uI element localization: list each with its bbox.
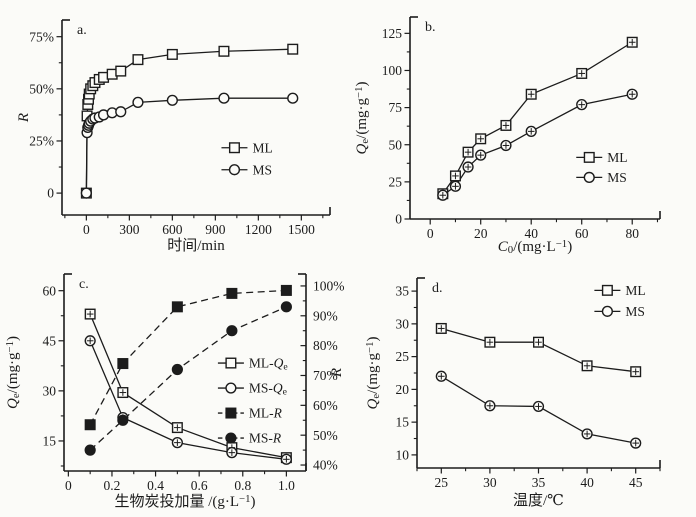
panel-d-chart: 25 30 35 40 45 10 15 20 25 30 35 ML MS d. 温度/℃ Qe/(mg·g… — [364, 277, 661, 509]
svg-text:30: 30 — [396, 316, 410, 331]
svg-text:40: 40 — [524, 226, 538, 241]
svg-text:25%: 25% — [29, 134, 54, 149]
svg-text:时间/min: 时间/min — [167, 237, 225, 254]
svg-text:R: R — [329, 368, 345, 378]
svg-text:0.6: 0.6 — [191, 478, 208, 493]
panel-c-chart: 0 0.2 0.4 0.6 0.8 1.0 15 30 45 60 40% 50% 60% 70% 80% 9… — [4, 273, 345, 510]
svg-text:ML: ML — [252, 140, 272, 155]
svg-text:75%: 75% — [29, 29, 54, 44]
svg-text:ML-R: ML-R — [249, 406, 283, 421]
svg-text:0: 0 — [65, 478, 72, 493]
svg-text:50: 50 — [389, 137, 403, 152]
svg-text:MS: MS — [607, 170, 627, 185]
svg-text:125: 125 — [382, 26, 403, 41]
svg-text:100: 100 — [382, 63, 403, 78]
svg-text:ML-Qe: ML-Qe — [249, 356, 288, 373]
svg-text:20: 20 — [396, 382, 410, 397]
svg-text:80%: 80% — [313, 338, 338, 353]
panel-b-chart: 0 20 40 60 80 0 25 50 75 100 125 ML MS b. C0/(mg·L−1) Q… — [353, 16, 661, 256]
svg-text:75: 75 — [389, 100, 403, 115]
svg-text:0: 0 — [83, 222, 90, 237]
svg-text:50%: 50% — [313, 428, 338, 443]
svg-text:1.0: 1.0 — [278, 478, 295, 493]
svg-text:MS: MS — [252, 162, 272, 177]
svg-text:25: 25 — [396, 349, 410, 364]
svg-text:45: 45 — [629, 475, 643, 490]
svg-text:600: 600 — [162, 222, 183, 237]
svg-text:Qe/(mg·g−1): Qe/(mg·g−1) — [353, 82, 371, 155]
svg-text:30: 30 — [43, 383, 57, 398]
svg-text:ML: ML — [625, 283, 645, 298]
svg-text:35: 35 — [532, 475, 546, 490]
svg-text:40: 40 — [580, 475, 594, 490]
svg-text:15: 15 — [43, 434, 57, 449]
svg-text:MS-Qe: MS-Qe — [249, 381, 287, 398]
svg-text:b.: b. — [425, 20, 436, 35]
svg-text:生物炭投加量 /(g·L−1): 生物炭投加量 /(g·L−1) — [114, 493, 255, 510]
svg-text:50%: 50% — [29, 81, 54, 96]
svg-text:C0/(mg·L−1): C0/(mg·L−1) — [498, 238, 572, 256]
svg-text:MS: MS — [625, 304, 645, 319]
svg-text:c.: c. — [79, 277, 89, 292]
svg-text:R: R — [16, 113, 32, 123]
svg-text:0.2: 0.2 — [104, 478, 121, 493]
svg-text:40%: 40% — [313, 458, 338, 473]
svg-text:300: 300 — [119, 222, 140, 237]
panel-a-chart: 0 300 600 900 1200 1500 0 25% 50% 75% ML MS a. 时间/min… — [16, 19, 331, 254]
svg-text:0.8: 0.8 — [234, 478, 251, 493]
svg-text:10: 10 — [396, 447, 410, 462]
svg-text:900: 900 — [205, 222, 226, 237]
svg-text:15: 15 — [396, 415, 410, 430]
svg-text:30: 30 — [483, 475, 497, 490]
svg-text:60%: 60% — [313, 398, 338, 413]
svg-text:1200: 1200 — [245, 222, 272, 237]
svg-text:温度/℃: 温度/℃ — [513, 492, 564, 509]
svg-text:ML: ML — [607, 150, 627, 165]
svg-text:25: 25 — [389, 174, 403, 189]
svg-text:MS-R: MS-R — [249, 431, 282, 446]
svg-text:60: 60 — [575, 226, 589, 241]
svg-text:60: 60 — [43, 283, 57, 298]
svg-text:45: 45 — [43, 333, 57, 348]
svg-text:0.4: 0.4 — [147, 478, 164, 493]
svg-text:70%: 70% — [313, 368, 338, 383]
svg-text:25: 25 — [435, 475, 449, 490]
svg-text:0: 0 — [427, 226, 434, 241]
svg-text:Qe/(mg·g−1): Qe/(mg·g−1) — [4, 336, 22, 409]
svg-text:100%: 100% — [313, 279, 345, 294]
svg-text:0: 0 — [47, 186, 54, 201]
svg-text:Qe/(mg·g−1): Qe/(mg·g−1) — [364, 337, 382, 410]
svg-text:90%: 90% — [313, 308, 338, 323]
svg-text:80: 80 — [625, 226, 639, 241]
svg-text:20: 20 — [474, 226, 488, 241]
svg-text:35: 35 — [396, 284, 410, 299]
svg-text:d.: d. — [432, 281, 443, 296]
svg-text:1500: 1500 — [288, 222, 315, 237]
svg-text:0: 0 — [395, 212, 402, 227]
svg-text:a.: a. — [77, 23, 87, 38]
